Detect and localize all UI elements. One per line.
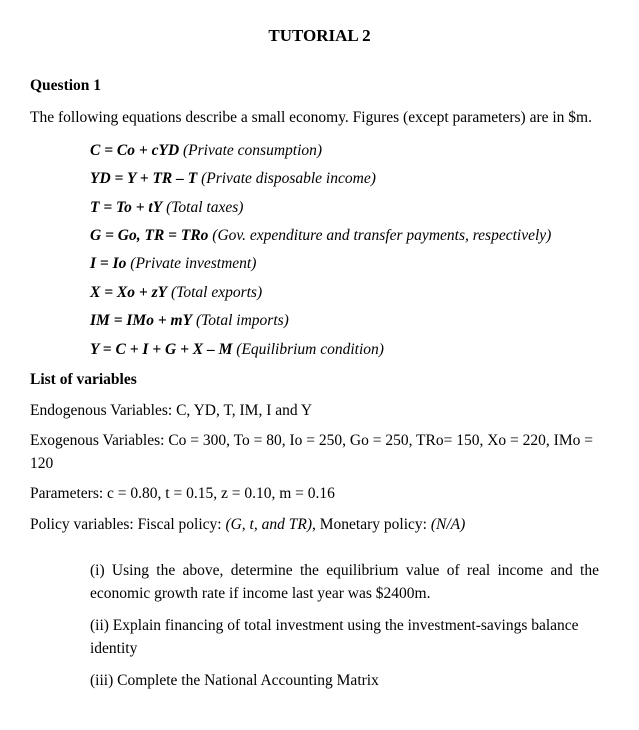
equation-line: YD = Y + TR – T (Private disposable inco… <box>90 168 609 190</box>
equation-line: X = Xo + zY (Total exports) <box>90 282 609 304</box>
equation-symbol: I = Io <box>90 255 126 272</box>
document-page: TUTORIAL 2 Question 1 The following equa… <box>0 0 639 730</box>
endogenous-line: Endogenous Variables: C, YD, T, IM, I an… <box>30 400 609 422</box>
equation-desc: (Total exports) <box>167 284 262 301</box>
policy-mid: , Monetary policy: <box>312 516 431 533</box>
equation-desc: (Total taxes) <box>162 199 243 216</box>
equation-line: T = To + tY (Total taxes) <box>90 197 609 219</box>
equation-symbol: G = Go, TR = TRo <box>90 227 208 244</box>
equation-symbol: IM = IMo + mY <box>90 312 192 329</box>
equation-line: IM = IMo + mY (Total imports) <box>90 310 609 332</box>
page-title: TUTORIAL 2 <box>30 24 609 49</box>
equation-line: C = Co + cYD (Private consumption) <box>90 140 609 162</box>
equation-symbol: C = Co + cYD <box>90 142 179 159</box>
subquestion-iii: (iii) Complete the National Accounting M… <box>90 670 599 692</box>
policy-prefix: Policy variables: Fiscal policy: <box>30 516 225 533</box>
equation-desc: (Equilibrium condition) <box>232 341 384 358</box>
subquestion-ii: (ii) Explain financing of total investme… <box>90 615 599 660</box>
list-of-variables-heading: List of variables <box>30 369 609 391</box>
equation-desc: (Private investment) <box>126 255 256 272</box>
intro-text: The following equations describe a small… <box>30 107 609 129</box>
equation-line: G = Go, TR = TRo (Gov. expenditure and t… <box>90 225 609 247</box>
equation-line: I = Io (Private investment) <box>90 253 609 275</box>
equation-line: Y = C + I + G + X – M (Equilibrium condi… <box>90 339 609 361</box>
policy-fiscal-italic: (G, t, and TR) <box>225 516 312 533</box>
parameters-line: Parameters: c = 0.80, t = 0.15, z = 0.10… <box>30 483 609 505</box>
equation-symbol: Y = C + I + G + X – M <box>90 341 232 358</box>
equation-desc: (Total imports) <box>192 312 289 329</box>
exogenous-line: Exogenous Variables: Co = 300, To = 80, … <box>30 430 609 475</box>
policy-monetary-italic: (N/A) <box>431 516 465 533</box>
equations-block: C = Co + cYD (Private consumption) YD = … <box>30 140 609 362</box>
question-heading: Question 1 <box>30 75 609 97</box>
policy-line: Policy variables: Fiscal policy: (G, t, … <box>30 514 609 536</box>
equation-symbol: X = Xo + zY <box>90 284 167 301</box>
equation-symbol: T = To + tY <box>90 199 162 216</box>
equation-desc: (Private disposable income) <box>197 170 376 187</box>
equation-desc: (Gov. expenditure and transfer payments,… <box>208 227 551 244</box>
equation-symbol: YD = Y + TR – T <box>90 170 197 187</box>
sub-questions-block: (i) Using the above, determine the equil… <box>30 560 609 692</box>
equation-desc: (Private consumption) <box>179 142 322 159</box>
